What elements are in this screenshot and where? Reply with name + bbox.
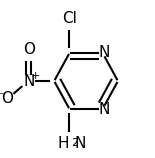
Text: N: N (98, 45, 110, 60)
Text: Cl: Cl (62, 11, 77, 26)
Text: O: O (23, 42, 35, 57)
Text: N: N (98, 102, 110, 117)
Text: N: N (23, 73, 34, 88)
Text: N: N (75, 136, 86, 151)
Text: O: O (1, 91, 13, 106)
Text: +: + (31, 71, 40, 81)
Text: 2: 2 (71, 138, 78, 148)
Text: ⁻: ⁻ (0, 90, 4, 103)
Text: H: H (58, 136, 69, 151)
